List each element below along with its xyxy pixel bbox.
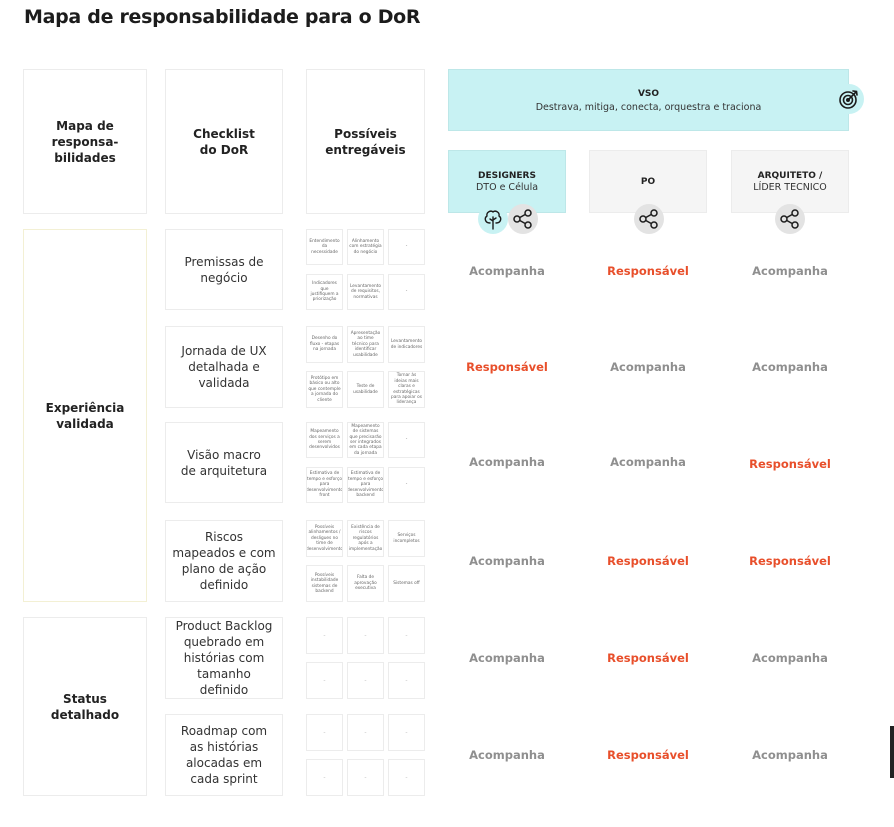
group-experiencia-validada: Experiência validada	[23, 229, 147, 602]
group-label: Status detalhado	[50, 691, 120, 722]
vso-subtitle: Destrava, mitiga, conecta, orquestra e t…	[535, 102, 762, 113]
share-icon	[508, 204, 538, 234]
role-name: PO	[640, 176, 656, 187]
checklist-item-label: Premissas de negócio	[184, 254, 264, 285]
role-architect: ARQUITETO / LÍDER TECNICO	[731, 150, 849, 213]
checklist-item-label: Product Backlog quebrado em histórias co…	[175, 619, 273, 697]
deliverable-card: Protótipo em básico ou alto que contempl…	[306, 371, 343, 408]
deliverable-card: -	[347, 662, 384, 699]
deliverable-card: -	[388, 467, 425, 503]
status-designers: Responsável	[466, 360, 548, 374]
deliverable-card: -	[388, 274, 425, 310]
role-po: PO	[589, 150, 707, 213]
deliverable-card: Possíveis alinhamentos / desligues no ti…	[306, 520, 343, 557]
deliverable-card: -	[347, 617, 384, 654]
checklist-item-label: Jornada de UX detalhada e validada	[181, 344, 267, 390]
role-designers: DESIGNERS DTO e Célula	[448, 150, 566, 213]
status-po: Responsável	[607, 264, 689, 278]
status-po: Responsável	[607, 554, 689, 568]
deliverable-card: -	[306, 714, 343, 751]
deliverable-card: Existência de riscos regulatórios após a…	[347, 520, 384, 557]
checklist-item: Product Backlog quebrado em histórias co…	[165, 617, 283, 699]
deliverable-card: Desenho do fluxo - etapas na jornada	[306, 326, 343, 363]
deliverable-card: -	[388, 662, 425, 699]
header-line: Mapa de responsa-	[51, 118, 119, 149]
group-label: Experiência validada	[45, 400, 125, 431]
deliverable-card: Possíveis instabilidade sistemas de back…	[306, 565, 343, 602]
header-line: bilidades	[54, 150, 116, 165]
status-architect: Acompanha	[752, 264, 828, 278]
share-icon	[634, 204, 664, 234]
deliverable-card: Mapeamento dos serviços a serem desenvol…	[306, 422, 343, 458]
status-architect: Acompanha	[752, 651, 828, 665]
deliverable-card: Mapeamento de sistemas que precisarão se…	[347, 422, 384, 458]
edge-divider	[890, 726, 894, 778]
role-name: DESIGNERS	[478, 170, 536, 181]
header-line: do DoR	[199, 142, 249, 157]
deliverable-card: Apresentação ao time técnico para identi…	[347, 326, 384, 363]
deliverable-card: -	[388, 422, 425, 458]
deliverable-card: Teste de usabilidade	[347, 371, 384, 408]
status-architect: Responsável	[749, 457, 831, 471]
deliverable-card: Levantamento de indicadores	[388, 326, 425, 363]
status-architect: Responsável	[749, 554, 831, 568]
status-po: Acompanha	[610, 455, 686, 469]
checklist-item: Roadmap com as histórias alocadas em cad…	[165, 714, 283, 796]
checklist-item: Premissas de negócio	[165, 229, 283, 310]
role-subtitle: DTO e Célula	[475, 181, 539, 193]
status-designers: Acompanha	[469, 748, 545, 762]
status-po: Responsável	[607, 651, 689, 665]
deliverable-card: Entendimento da necessidade	[306, 229, 343, 265]
vso-title: VSO	[637, 89, 660, 99]
header-responsibility-map: Mapa de responsa-bilidades	[23, 69, 147, 214]
deliverable-card: -	[388, 617, 425, 654]
deliverable-card: -	[388, 229, 425, 265]
page-title: Mapa de responsabilidade para o DoR	[24, 6, 421, 28]
role-name: ARQUITETO /	[757, 170, 823, 181]
deliverable-card: Serviços incompletos	[388, 520, 425, 557]
header-checklist: Checklist do DoR	[165, 69, 283, 214]
share-icon	[775, 204, 805, 234]
vso-banner: VSO Destrava, mitiga, conecta, orquestra…	[448, 69, 849, 131]
status-po: Acompanha	[610, 360, 686, 374]
checklist-item: Visão macro de arquitetura	[165, 422, 283, 503]
deliverable-card: -	[388, 759, 425, 796]
deliverable-card: -	[388, 714, 425, 751]
status-designers: Acompanha	[469, 455, 545, 469]
deliverable-card: Tornar às ideias mais claras e estratégi…	[388, 371, 425, 408]
deliverable-card: Indicadores que justifiquem a priorizaçã…	[306, 274, 343, 310]
checklist-item-label: Riscos mapeados e com plano de ação defi…	[172, 530, 276, 592]
deliverable-card: Estimativa de tempo e esforço para desen…	[306, 467, 343, 503]
deliverable-card: Falta de aprovação executiva	[347, 565, 384, 602]
target-icon	[834, 84, 864, 114]
checklist-item-label: Visão macro de arquitetura	[180, 447, 268, 478]
deliverable-card: Levantamento de requisitos, normativas	[347, 274, 384, 310]
status-po: Responsável	[607, 748, 689, 762]
status-designers: Acompanha	[469, 554, 545, 568]
status-architect: Acompanha	[752, 360, 828, 374]
checklist-item: Riscos mapeados e com plano de ação defi…	[165, 520, 283, 602]
group-status-detalhado: Status detalhado	[23, 617, 147, 796]
header-line: entregáveis	[325, 142, 406, 157]
checklist-item: Jornada de UX detalhada e validada	[165, 326, 283, 408]
deliverable-card: -	[347, 759, 384, 796]
deliverable-card: Estimativa de tempo e esforço para desen…	[347, 467, 384, 503]
deliverable-card: -	[306, 617, 343, 654]
status-architect: Acompanha	[752, 748, 828, 762]
deliverable-card: -	[306, 759, 343, 796]
status-designers: Acompanha	[469, 264, 545, 278]
status-designers: Acompanha	[469, 651, 545, 665]
deliverable-card: -	[347, 714, 384, 751]
header-line: Possíveis	[334, 126, 397, 141]
deliverable-card: Sistemas off	[388, 565, 425, 602]
tree-icon	[478, 204, 508, 234]
checklist-item-label: Roadmap com as histórias alocadas em cad…	[180, 724, 268, 786]
deliverable-card: -	[306, 662, 343, 699]
deliverable-card: Alinhamento com estratégia do negócio	[347, 229, 384, 265]
header-deliverables: Possíveis entregáveis	[306, 69, 425, 214]
role-subtitle: LÍDER TECNICO	[753, 181, 827, 193]
header-line: Checklist	[193, 126, 255, 141]
